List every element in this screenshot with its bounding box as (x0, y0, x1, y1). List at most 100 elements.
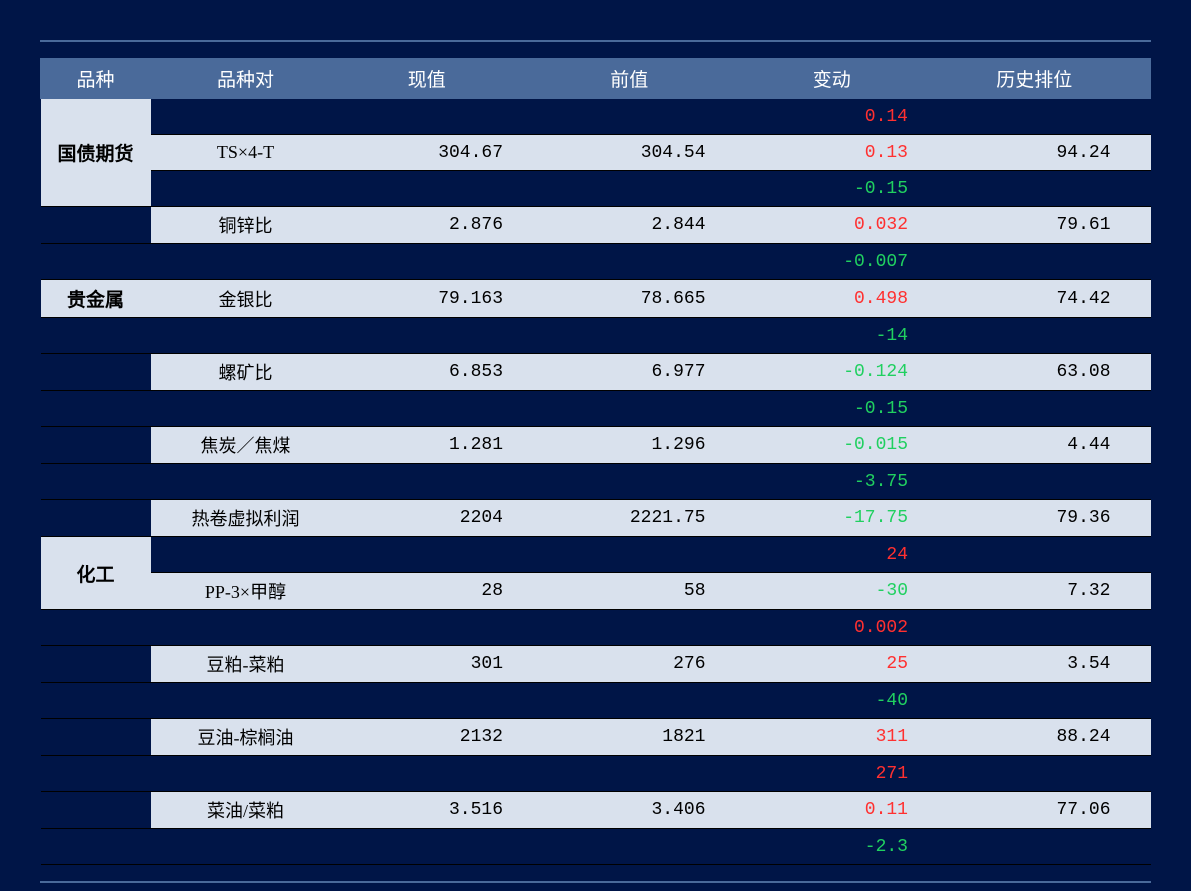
change-cell: -17.75 (746, 500, 949, 537)
blank-cell (151, 99, 341, 135)
blank-cell (151, 829, 341, 865)
category-empty (41, 792, 151, 829)
table-row: TS×4-T 304.67 304.54 0.13 94.24 (41, 135, 1151, 171)
blank-cell (41, 610, 151, 646)
table-row: -0.15 (41, 171, 1151, 207)
blank-cell (151, 756, 341, 792)
change-cell: 0.498 (746, 280, 949, 318)
col-prev: 前值 (543, 59, 746, 99)
table-row: 271 (41, 756, 1151, 792)
pair-cell: 菜油/菜粕 (151, 792, 341, 829)
change-cell: 0.13 (746, 135, 949, 171)
blank-cell (948, 244, 1151, 280)
blank-cell (341, 683, 544, 719)
table-row: 国债期货 0.14 (41, 99, 1151, 135)
rank-cell: 7.32 (948, 573, 1151, 610)
change-cell: -0.15 (746, 171, 949, 207)
rank-cell: 74.42 (948, 280, 1151, 318)
change-cell: -3.75 (746, 464, 949, 500)
current-cell: 2204 (341, 500, 544, 537)
pair-cell: 豆油-棕榈油 (151, 719, 341, 756)
rank-cell: 79.61 (948, 207, 1151, 244)
blank-cell (948, 171, 1151, 207)
blank-cell (151, 610, 341, 646)
blank-cell (41, 391, 151, 427)
category-empty (41, 500, 151, 537)
table-row: -3.75 (41, 464, 1151, 500)
prev-cell: 1821 (543, 719, 746, 756)
table-row: -2.3 (41, 829, 1151, 865)
blank-cell (948, 391, 1151, 427)
category-empty (41, 427, 151, 464)
prev-cell: 276 (543, 646, 746, 683)
change-cell: 0.11 (746, 792, 949, 829)
category-cell: 贵金属 (41, 280, 151, 318)
current-cell: 79.163 (341, 280, 544, 318)
table-row: -0.007 (41, 244, 1151, 280)
current-cell: 301 (341, 646, 544, 683)
change-cell: 271 (746, 756, 949, 792)
blank-cell (341, 610, 544, 646)
blank-cell (543, 171, 746, 207)
change-cell: -0.015 (746, 427, 949, 464)
blank-cell (151, 391, 341, 427)
pair-cell: 金银比 (151, 280, 341, 318)
blank-cell (948, 99, 1151, 135)
col-current: 现值 (341, 59, 544, 99)
blank-cell (543, 683, 746, 719)
blank-cell (543, 756, 746, 792)
rank-cell: 94.24 (948, 135, 1151, 171)
table-row: -40 (41, 683, 1151, 719)
blank-cell (41, 244, 151, 280)
blank-cell (41, 683, 151, 719)
blank-cell (543, 610, 746, 646)
change-cell: -14 (746, 318, 949, 354)
blank-cell (41, 318, 151, 354)
blank-cell (948, 829, 1151, 865)
prev-cell: 2.844 (543, 207, 746, 244)
current-cell: 6.853 (341, 354, 544, 391)
rank-cell: 3.54 (948, 646, 1151, 683)
pair-cell: TS×4-T (151, 135, 341, 171)
blank-cell (543, 391, 746, 427)
col-pair: 品种对 (151, 59, 341, 99)
futures-table: 品种 品种对 现值 前值 变动 历史排位 国债期货 0.14 TS×4-T 30 (40, 58, 1151, 865)
change-cell: 24 (746, 537, 949, 573)
category-empty (41, 719, 151, 756)
prev-cell: 58 (543, 573, 746, 610)
pair-cell: 焦炭／焦煤 (151, 427, 341, 464)
blank-cell (543, 244, 746, 280)
col-rank: 历史排位 (948, 59, 1151, 99)
rank-cell: 4.44 (948, 427, 1151, 464)
blank-cell (341, 756, 544, 792)
table-row: 豆粕-菜粕 301 276 25 3.54 (41, 646, 1151, 683)
change-cell: 0.032 (746, 207, 949, 244)
blank-cell (341, 464, 544, 500)
blank-cell (151, 683, 341, 719)
change-cell: 311 (746, 719, 949, 756)
change-cell: -0.15 (746, 391, 949, 427)
change-cell: 0.002 (746, 610, 949, 646)
blank-cell (151, 244, 341, 280)
blank-cell (341, 99, 544, 135)
blank-cell (948, 537, 1151, 573)
category-cell: 化工 (41, 537, 151, 610)
table-row: 0.002 (41, 610, 1151, 646)
table-row: -0.15 (41, 391, 1151, 427)
blank-cell (41, 756, 151, 792)
category-empty (41, 354, 151, 391)
blank-cell (543, 464, 746, 500)
category-empty (41, 207, 151, 244)
change-cell: -0.007 (746, 244, 949, 280)
blank-cell (151, 171, 341, 207)
table-row: 焦炭／焦煤 1.281 1.296 -0.015 4.44 (41, 427, 1151, 464)
change-cell: -30 (746, 573, 949, 610)
blank-cell (948, 464, 1151, 500)
header-row: 品种 品种对 现值 前值 变动 历史排位 (41, 59, 1151, 99)
current-cell: 3.516 (341, 792, 544, 829)
blank-cell (543, 99, 746, 135)
table-row: 螺矿比 6.853 6.977 -0.124 63.08 (41, 354, 1151, 391)
current-cell: 304.67 (341, 135, 544, 171)
table-row: 菜油/菜粕 3.516 3.406 0.11 77.06 (41, 792, 1151, 829)
prev-cell: 1.296 (543, 427, 746, 464)
